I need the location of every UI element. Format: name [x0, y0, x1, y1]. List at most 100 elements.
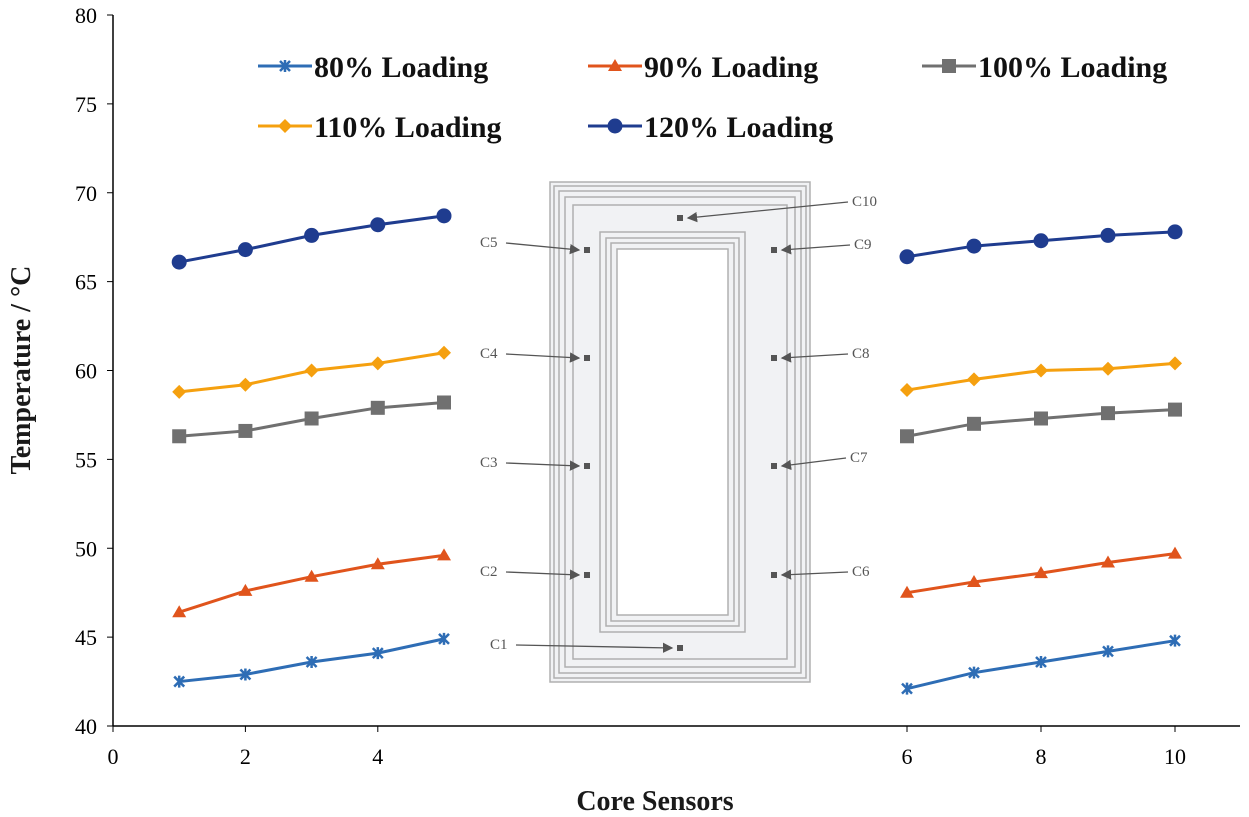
data-point — [238, 377, 253, 392]
y-tick-label: 75 — [75, 92, 97, 117]
data-point — [1101, 555, 1115, 568]
sensor-arrow — [686, 201, 849, 223]
series-80-loading — [173, 632, 1181, 695]
sensor-point-c8 — [771, 355, 777, 361]
data-point — [370, 400, 385, 415]
series-group — [171, 208, 1183, 695]
sensor-label-c8: C8 — [852, 346, 870, 362]
legend-item: 100% Loading — [922, 51, 1167, 84]
legend-marker — [607, 118, 623, 134]
sensor-arrow — [780, 244, 851, 255]
data-point — [173, 675, 186, 688]
sensor-arrow — [515, 642, 674, 654]
y-tick-label: 65 — [75, 270, 97, 295]
sensor-label-c2: C2 — [480, 564, 498, 580]
core-window — [610, 242, 735, 622]
legend-marker — [608, 59, 622, 71]
x-tick-label: 2 — [240, 744, 251, 769]
series-100-loading — [172, 395, 1182, 444]
y-tick-label: 55 — [75, 447, 97, 472]
x-tick-label: 8 — [1036, 744, 1047, 769]
data-point — [1102, 645, 1114, 658]
data-point — [900, 383, 914, 398]
core-outline — [553, 185, 807, 679]
sensor-arrow — [505, 460, 581, 471]
data-point — [1034, 566, 1048, 579]
legend-marker — [278, 119, 292, 133]
data-point — [900, 429, 914, 444]
data-point — [304, 569, 319, 582]
legend-label: 100% Loading — [978, 51, 1167, 84]
sensor-label-c6: C6 — [852, 564, 870, 580]
sensor-point-c9 — [771, 247, 777, 253]
sensor-point-c4 — [584, 355, 590, 361]
data-point — [370, 356, 385, 371]
data-point — [370, 557, 385, 570]
data-point — [1034, 411, 1048, 426]
y-tick-label: 45 — [75, 625, 97, 650]
data-point — [437, 548, 451, 561]
data-point — [304, 363, 319, 378]
sensor-point-c3 — [584, 463, 590, 469]
sensor-label-c7: C7 — [850, 450, 868, 466]
y-axis-label: Temperature / °C — [6, 266, 37, 475]
data-point — [304, 411, 319, 426]
legend-label: 80% Loading — [314, 51, 488, 84]
x-tick-label: 10 — [1164, 744, 1186, 769]
data-point — [1100, 227, 1116, 243]
data-point — [437, 395, 451, 410]
x-tick-label: 0 — [108, 744, 119, 769]
data-point — [172, 605, 187, 618]
data-point — [238, 583, 253, 596]
sensor-arrow — [780, 569, 849, 580]
legend-label: 120% Loading — [644, 111, 833, 144]
x-tick-label: 6 — [902, 744, 913, 769]
core-sensor-diagram: C1 C2 C3 C4 C5 C6 C7 C8 C9 C10 — [480, 181, 877, 683]
data-point — [237, 242, 253, 258]
data-point — [239, 668, 252, 681]
legend-label: 110% Loading — [314, 111, 502, 144]
series-120-loading — [171, 208, 1183, 270]
sensor-label-c5: C5 — [480, 235, 498, 251]
data-point — [438, 632, 450, 645]
core-outline — [558, 190, 802, 674]
data-point — [1035, 656, 1047, 669]
data-point — [1168, 356, 1182, 371]
data-point — [901, 682, 913, 695]
series-90-loading — [172, 546, 1182, 618]
legend-item: 80% Loading — [258, 51, 488, 84]
data-point — [1033, 233, 1049, 249]
sensor-point-c5 — [584, 247, 590, 253]
y-tick-label: 70 — [75, 181, 97, 206]
sensor-arrow — [780, 352, 849, 363]
sensor-arrow — [505, 242, 581, 255]
data-point — [1168, 546, 1182, 559]
x-tick-label: 4 — [372, 744, 383, 769]
data-point — [1168, 402, 1182, 417]
y-tick-label: 80 — [75, 3, 97, 28]
sensor-arrow — [505, 352, 581, 363]
series-line — [178, 553, 445, 614]
data-point — [900, 585, 914, 598]
series-110-loading — [172, 345, 1182, 399]
legend: 80% Loading 90% Loading 100% Loading 110% L… — [258, 51, 1167, 144]
core-outline — [564, 196, 796, 668]
data-point — [305, 656, 318, 669]
data-point — [967, 575, 981, 588]
y-tick-label: 60 — [75, 359, 97, 384]
core-window — [616, 248, 729, 616]
data-point — [171, 254, 187, 270]
x-axis-label: Core Sensors — [576, 786, 733, 817]
sensor-arrow — [780, 457, 847, 471]
core-window — [599, 231, 746, 633]
data-point — [238, 423, 253, 438]
data-point — [172, 384, 187, 399]
sensor-point-c2 — [584, 572, 590, 578]
data-point — [966, 238, 982, 254]
data-point — [1169, 634, 1181, 647]
sensor-point-c7 — [771, 463, 777, 469]
data-point — [172, 429, 187, 444]
legend-label: 90% Loading — [644, 51, 818, 84]
data-point — [1101, 406, 1115, 421]
